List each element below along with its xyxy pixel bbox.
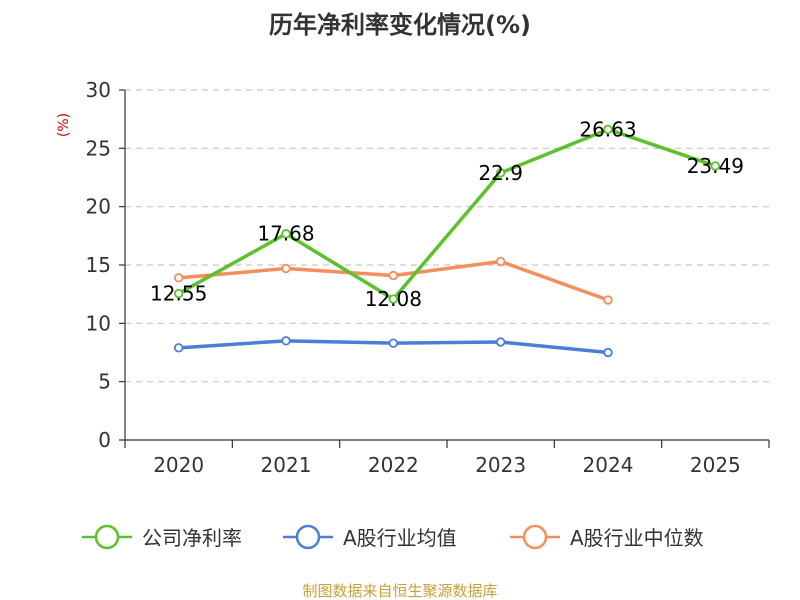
data-point bbox=[603, 347, 613, 358]
data-point bbox=[495, 168, 506, 178]
data-point bbox=[388, 294, 399, 304]
legend-label: 公司净利率 bbox=[142, 526, 242, 550]
series-line bbox=[176, 127, 718, 301]
data-point bbox=[495, 337, 506, 347]
data-label: 12.08 bbox=[365, 287, 422, 311]
source-note: 制图数据来自恒生聚源数据库 bbox=[302, 582, 497, 600]
chart-title: 历年净利率变化情况(%) bbox=[269, 11, 531, 39]
x-tick-label: 2025 bbox=[690, 453, 741, 477]
data-point bbox=[281, 336, 291, 346]
data-label: 26.63 bbox=[579, 117, 636, 141]
data-point bbox=[281, 229, 291, 239]
legend-marker bbox=[295, 524, 321, 550]
y-tick-label: 15 bbox=[86, 253, 111, 277]
legend-label: A股行业中位数 bbox=[570, 526, 704, 550]
series-lines bbox=[173, 124, 721, 358]
y-tick-label: 10 bbox=[86, 311, 111, 335]
y-tick-label: 5 bbox=[98, 370, 111, 394]
x-tick-label: 2023 bbox=[475, 453, 526, 477]
data-point bbox=[710, 161, 721, 171]
legend-label: A股行业均值 bbox=[343, 526, 457, 550]
data-label: 23.49 bbox=[687, 154, 744, 178]
x-tick-label: 2020 bbox=[153, 453, 204, 477]
y-tick-label: 20 bbox=[86, 195, 111, 219]
data-point bbox=[173, 273, 184, 283]
x-tick-label: 2021 bbox=[261, 453, 312, 477]
data-label: 17.68 bbox=[257, 222, 314, 246]
data-point bbox=[281, 263, 291, 274]
y-axis-unit-label: (%) bbox=[56, 113, 72, 137]
y-tick-label: 25 bbox=[86, 136, 111, 160]
y-tick-label: 0 bbox=[98, 428, 111, 452]
data-point bbox=[173, 288, 184, 299]
legend-marker bbox=[94, 524, 120, 550]
data-point bbox=[495, 256, 506, 267]
data-point bbox=[173, 343, 184, 353]
data-point bbox=[603, 295, 613, 305]
x-tick-label: 2024 bbox=[583, 453, 634, 477]
legend-marker bbox=[522, 524, 548, 550]
data-labels: 12.55 17.68 12.08 22.9 26.63 23.49 bbox=[150, 117, 744, 311]
data-label: 22.9 bbox=[478, 161, 523, 185]
legend: 公司净利率 A股行业均值 A股行业中位数 bbox=[82, 524, 704, 550]
x-tick-label: 2022 bbox=[368, 453, 419, 477]
data-point bbox=[388, 338, 399, 348]
grid-lines bbox=[125, 89, 769, 383]
data-label: 12.55 bbox=[150, 282, 207, 306]
data-point bbox=[388, 270, 399, 281]
y-tick-label: 30 bbox=[86, 78, 111, 102]
data-point bbox=[603, 124, 613, 135]
